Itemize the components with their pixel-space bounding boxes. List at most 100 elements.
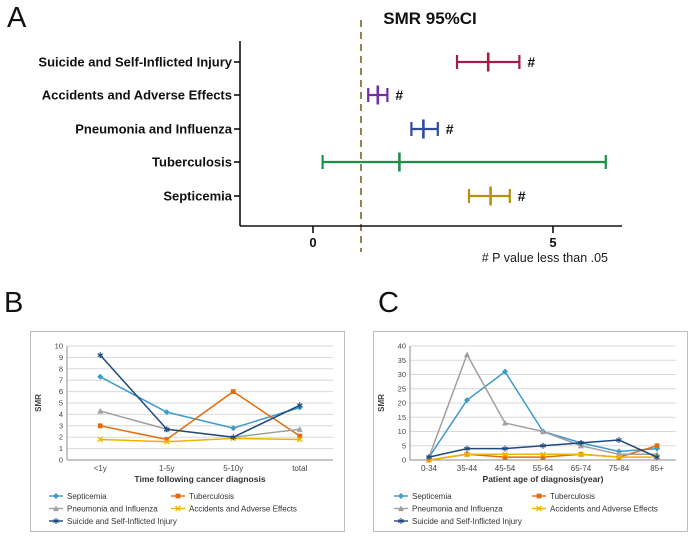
forest-title: SMR 95%CI xyxy=(383,9,477,28)
legend-item-septicemia: Septicemia xyxy=(394,492,452,501)
series-line xyxy=(100,390,301,441)
y-tick-label: 4 xyxy=(59,410,63,419)
legend-item-accidents-and-adverse-effects: Accidents and Adverse Effects xyxy=(171,505,297,514)
y-tick-label: 40 xyxy=(398,342,406,351)
legend-label: Tuberculosis xyxy=(550,492,595,501)
gridlines xyxy=(67,345,333,450)
marker-triangle xyxy=(97,407,104,414)
significance-hash: # xyxy=(518,188,526,204)
marker-asterisk xyxy=(464,445,470,452)
legend-item-suicide-and-self-inflicted-injury: Suicide and Self-Inflicted Injury xyxy=(49,517,177,526)
time-chart-panel: 0 1 2 3 4 5 6 7 8 9 10 <1y 1-5y 5-10y total SMR Time fol… xyxy=(30,331,345,532)
significance-hash: # xyxy=(446,121,454,137)
y-axis-title: SMR xyxy=(377,394,386,412)
legend-item-pneumonia-and-influenza: Pneumonia and Influenza xyxy=(394,505,503,514)
y-tick-label: 1 xyxy=(59,444,63,453)
marker-triangle xyxy=(540,428,546,435)
y-tick-label: 5 xyxy=(402,441,406,450)
marker-asterisk xyxy=(654,454,660,461)
legend-label: Accidents and Adverse Effects xyxy=(189,505,297,514)
marker-square xyxy=(654,443,660,449)
marker-x xyxy=(97,436,104,443)
marker-x xyxy=(536,505,542,512)
significance-hash: # xyxy=(395,87,403,103)
ci-row-septicemia: Septicemia # xyxy=(163,186,526,206)
marker-square xyxy=(297,433,303,439)
y-tick-label: 0 xyxy=(59,456,63,465)
y-tick-label: 9 xyxy=(59,353,63,362)
y-tick-label: 10 xyxy=(398,427,406,436)
x-tick-label: 55-64 xyxy=(533,464,554,473)
marker-diamond xyxy=(230,425,237,432)
marker-asterisk xyxy=(398,518,404,524)
marker-asterisk xyxy=(578,439,584,446)
category-label: Accidents and Adverse Effects xyxy=(42,88,232,103)
marker-x xyxy=(540,451,546,458)
ci-row-suicide-and-self-inflicted-injury: Suicide and Self-Inflicted Injury # xyxy=(38,52,535,72)
legend-item-septicemia: Septicemia xyxy=(49,492,107,501)
legend-item-suicide-and-self-inflicted-injury: Suicide and Self-Inflicted Injury xyxy=(394,517,522,526)
series-suicide-and-self-inflicted-injury xyxy=(97,352,303,441)
legend-label: Suicide and Self-Inflicted Injury xyxy=(67,517,177,526)
marker-triangle xyxy=(53,505,59,512)
y-tick-label: 10 xyxy=(55,342,63,351)
legend-label: Septicemia xyxy=(67,492,107,501)
marker-triangle xyxy=(398,505,404,512)
marker-asterisk xyxy=(426,454,432,461)
legend-label: Accidents and Adverse Effects xyxy=(550,505,658,514)
y-tick-label: 7 xyxy=(59,376,63,385)
x-tick-label: 1-5y xyxy=(159,464,175,473)
marker-triangle xyxy=(464,351,470,358)
marker-square xyxy=(97,423,103,429)
y-tick-label: 0 xyxy=(402,456,406,465)
marker-x xyxy=(163,438,170,445)
y-tick-label: 15 xyxy=(398,413,406,422)
category-label: Suicide and Self-Inflicted Injury xyxy=(38,55,232,70)
legend-label: Septicemia xyxy=(412,492,452,501)
y-axis-title: SMR xyxy=(34,394,43,412)
x-tick-label: total xyxy=(292,464,307,473)
y-tick-label: 6 xyxy=(59,387,63,396)
x-tick-label: 85+ xyxy=(650,464,664,473)
y-tick-label: 30 xyxy=(398,370,406,379)
series-accidents-and-adverse-effects xyxy=(426,451,660,463)
marker-asterisk xyxy=(502,445,508,452)
marker-square xyxy=(536,493,542,499)
y-tick-label: 5 xyxy=(59,399,63,408)
marker-asterisk xyxy=(230,434,237,441)
age-chart: 0 5 10 15 20 25 30 35 40 0-34 35-44 45-54 55-64 65-74… xyxy=(377,342,676,526)
marker-triangle xyxy=(296,426,303,432)
significance-hash: # xyxy=(527,54,535,70)
marker-x xyxy=(175,505,181,512)
marker-x xyxy=(502,451,508,458)
marker-asterisk xyxy=(97,352,104,359)
series-suicide-and-self-inflicted-injury xyxy=(426,437,660,461)
marker-asterisk xyxy=(53,518,59,524)
marker-diamond xyxy=(398,493,404,499)
marker-diamond xyxy=(464,397,470,404)
age-chart-panel: 0 5 10 15 20 25 30 35 40 0-34 35-44 45-54 55-64 65-74… xyxy=(373,331,688,532)
marker-diamond xyxy=(163,409,170,416)
marker-asterisk xyxy=(163,426,170,433)
series-line xyxy=(99,376,300,429)
legend-label: Pneumonia and Influenza xyxy=(67,505,158,514)
category-label: Pneumonia and Influenza xyxy=(75,122,233,137)
legend-label: Pneumonia and Influenza xyxy=(412,505,503,514)
legend-item-tuberculosis: Tuberculosis xyxy=(171,492,234,501)
time-chart: 0 1 2 3 4 5 6 7 8 9 10 <1y 1-5y 5-10y total SMR Time fol… xyxy=(34,342,333,526)
x-axis-title: Time following cancer diagnosis xyxy=(134,474,265,484)
legend-item-accidents-and-adverse-effects: Accidents and Adverse Effects xyxy=(532,505,658,514)
marker-asterisk xyxy=(540,442,546,449)
x-tick-label: 75-84 xyxy=(609,464,630,473)
y-tick-label: 25 xyxy=(398,384,406,393)
marker-diamond xyxy=(502,368,508,375)
x-tick-label: 65-74 xyxy=(571,464,592,473)
marker-x xyxy=(578,451,584,458)
y-tick-label: 20 xyxy=(398,399,406,408)
legend-label: Suicide and Self-Inflicted Injury xyxy=(412,517,522,526)
panel-b-label: B xyxy=(4,287,24,319)
marker-square xyxy=(540,454,546,460)
forest-footnote: # P value less than .05 xyxy=(481,251,608,265)
